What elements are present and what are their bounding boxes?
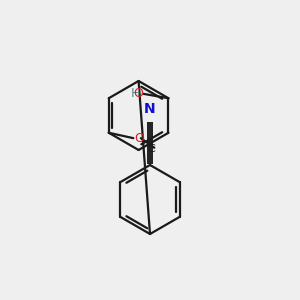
Text: O: O xyxy=(134,132,144,145)
Text: O: O xyxy=(133,87,143,100)
Text: N: N xyxy=(144,102,156,116)
Text: H: H xyxy=(131,87,141,100)
Text: C: C xyxy=(147,143,155,154)
